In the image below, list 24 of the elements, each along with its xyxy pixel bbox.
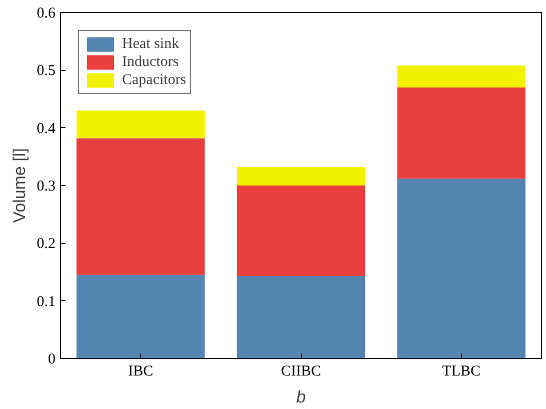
y-tick-label: 0.1 (36, 294, 56, 310)
y-axis-title: Volume [l] (10, 148, 29, 223)
y-tick-label: 0.3 (36, 178, 56, 194)
bar (76, 274, 205, 358)
legend-label: Capacitors (122, 72, 186, 88)
bar (236, 186, 366, 276)
y-tick-label: 0.4 (36, 120, 56, 137)
bar (397, 66, 526, 88)
bar (236, 167, 366, 186)
bar (397, 87, 526, 179)
y-tick-label: 0.2 (36, 236, 56, 252)
y-tick-label: 0.6 (36, 6, 56, 22)
x-tick-label: IBC (128, 364, 154, 380)
x-axis-title: b (296, 388, 306, 406)
y-tick-label: 0 (48, 352, 56, 368)
bar (76, 138, 205, 275)
legend-label: Heat sink (122, 36, 180, 52)
bar (397, 178, 526, 358)
y-tick-label: 0.5 (36, 63, 56, 80)
legend-label: Inductors (122, 54, 179, 70)
bar (76, 110, 205, 138)
bar (236, 276, 366, 358)
x-tick-label: TLBC (442, 364, 481, 380)
x-tick-label: CIIBC (281, 364, 322, 380)
